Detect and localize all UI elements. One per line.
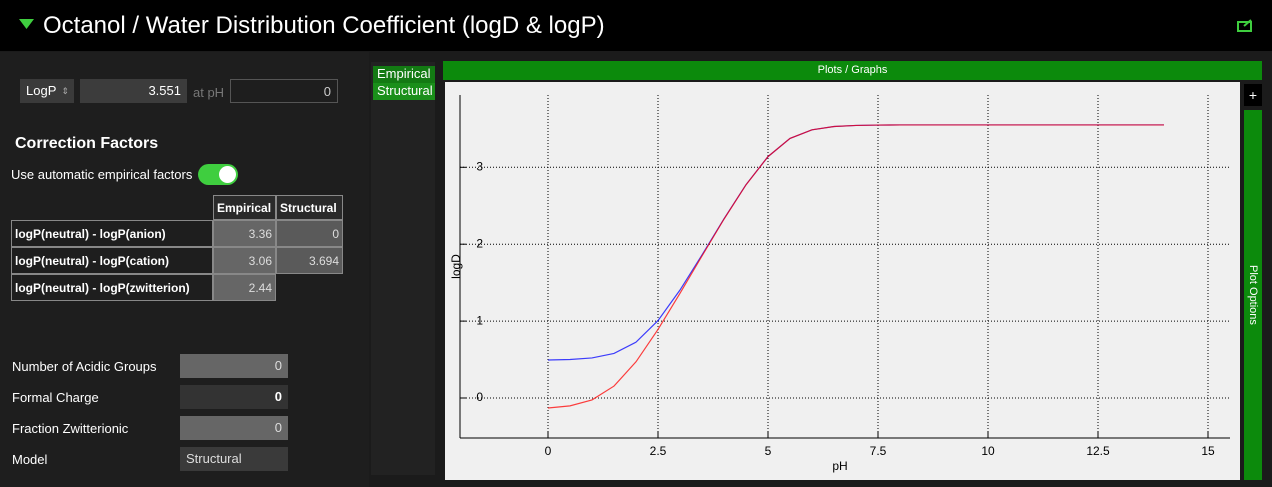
series-line	[547, 124, 1164, 361]
row-label: logP(neutral) - logP(anion)	[11, 220, 213, 247]
y-tick-label: 0	[476, 390, 483, 404]
x-tick-label: 5	[765, 444, 772, 458]
x-tick-label: 15	[1201, 444, 1215, 458]
title: Octanol / Water Distribution Coefficient…	[43, 12, 605, 39]
x-tick-label: 12.5	[1086, 444, 1110, 458]
add-button[interactable]: +	[1244, 84, 1262, 106]
tab[interactable]: Structural	[373, 83, 435, 100]
section-title: Correction Factors	[15, 135, 159, 152]
row-label: logP(neutral) - logP(cation)	[11, 247, 213, 274]
chart: 0 2.5 5 7.5 10 12.5 15 0 1 2 3 pH logD	[445, 82, 1240, 480]
tab-column	[371, 62, 435, 475]
property-label: Number of Acidic Groups	[12, 359, 157, 374]
cell-value[interactable]: 0	[276, 220, 343, 247]
y-tick-label: 1	[476, 313, 483, 327]
property-value[interactable]: 0	[180, 416, 288, 440]
cell-value[interactable]: 2.44	[213, 274, 276, 301]
at-ph-label: at pH	[193, 85, 225, 100]
x-tick-label: 0	[545, 444, 552, 458]
logp-input[interactable]: 3.551	[80, 79, 187, 103]
header: Octanol / Water Distribution Coefficient…	[0, 0, 1272, 51]
y-tick-label: 2	[476, 236, 483, 250]
x-tick-label: 10	[981, 444, 995, 458]
cell-value[interactable]: 3.36	[213, 220, 276, 247]
mode-select[interactable]: LogP ⇕	[20, 79, 74, 103]
property-value[interactable]: Structural	[180, 447, 288, 471]
cell-value[interactable]: 3.694	[276, 247, 343, 274]
property-label: Fraction Zwitterionic	[12, 421, 129, 436]
x-axis-label: pH	[832, 459, 847, 473]
cell-value[interactable]: 3.06	[213, 247, 276, 274]
column-header: Structural	[276, 195, 343, 220]
column-header: Empirical	[213, 195, 276, 220]
property-label: Model	[12, 452, 48, 467]
x-tick-label: 2.5	[650, 444, 667, 458]
mode: LogP	[26, 83, 57, 98]
toggle-knob	[219, 166, 236, 183]
panel-title: Plots / Graphs	[443, 61, 1262, 80]
x-tick-label: 7.5	[870, 444, 887, 458]
y-axis-label: logD	[449, 254, 463, 279]
row-label: logP(neutral) - logP(zwitterion)	[11, 274, 213, 301]
tab[interactable]: Empirical	[373, 66, 435, 83]
series-line	[547, 124, 1164, 409]
ph-input[interactable]: 0	[230, 79, 338, 103]
property-label: Formal Charge	[12, 390, 99, 405]
toggle[interactable]	[198, 164, 238, 185]
collapse-icon[interactable]	[19, 19, 35, 31]
property-value[interactable]: 0	[180, 354, 288, 378]
toggle-label: Use automatic empirical factors	[11, 167, 193, 182]
y-tick-label: 3	[476, 159, 483, 173]
property-value[interactable]: 0	[180, 385, 288, 409]
plot-options-label: Plot Options	[1247, 265, 1259, 325]
plot-options-bar[interactable]: Plot Options	[1244, 110, 1262, 480]
export-icon[interactable]	[1237, 19, 1253, 33]
